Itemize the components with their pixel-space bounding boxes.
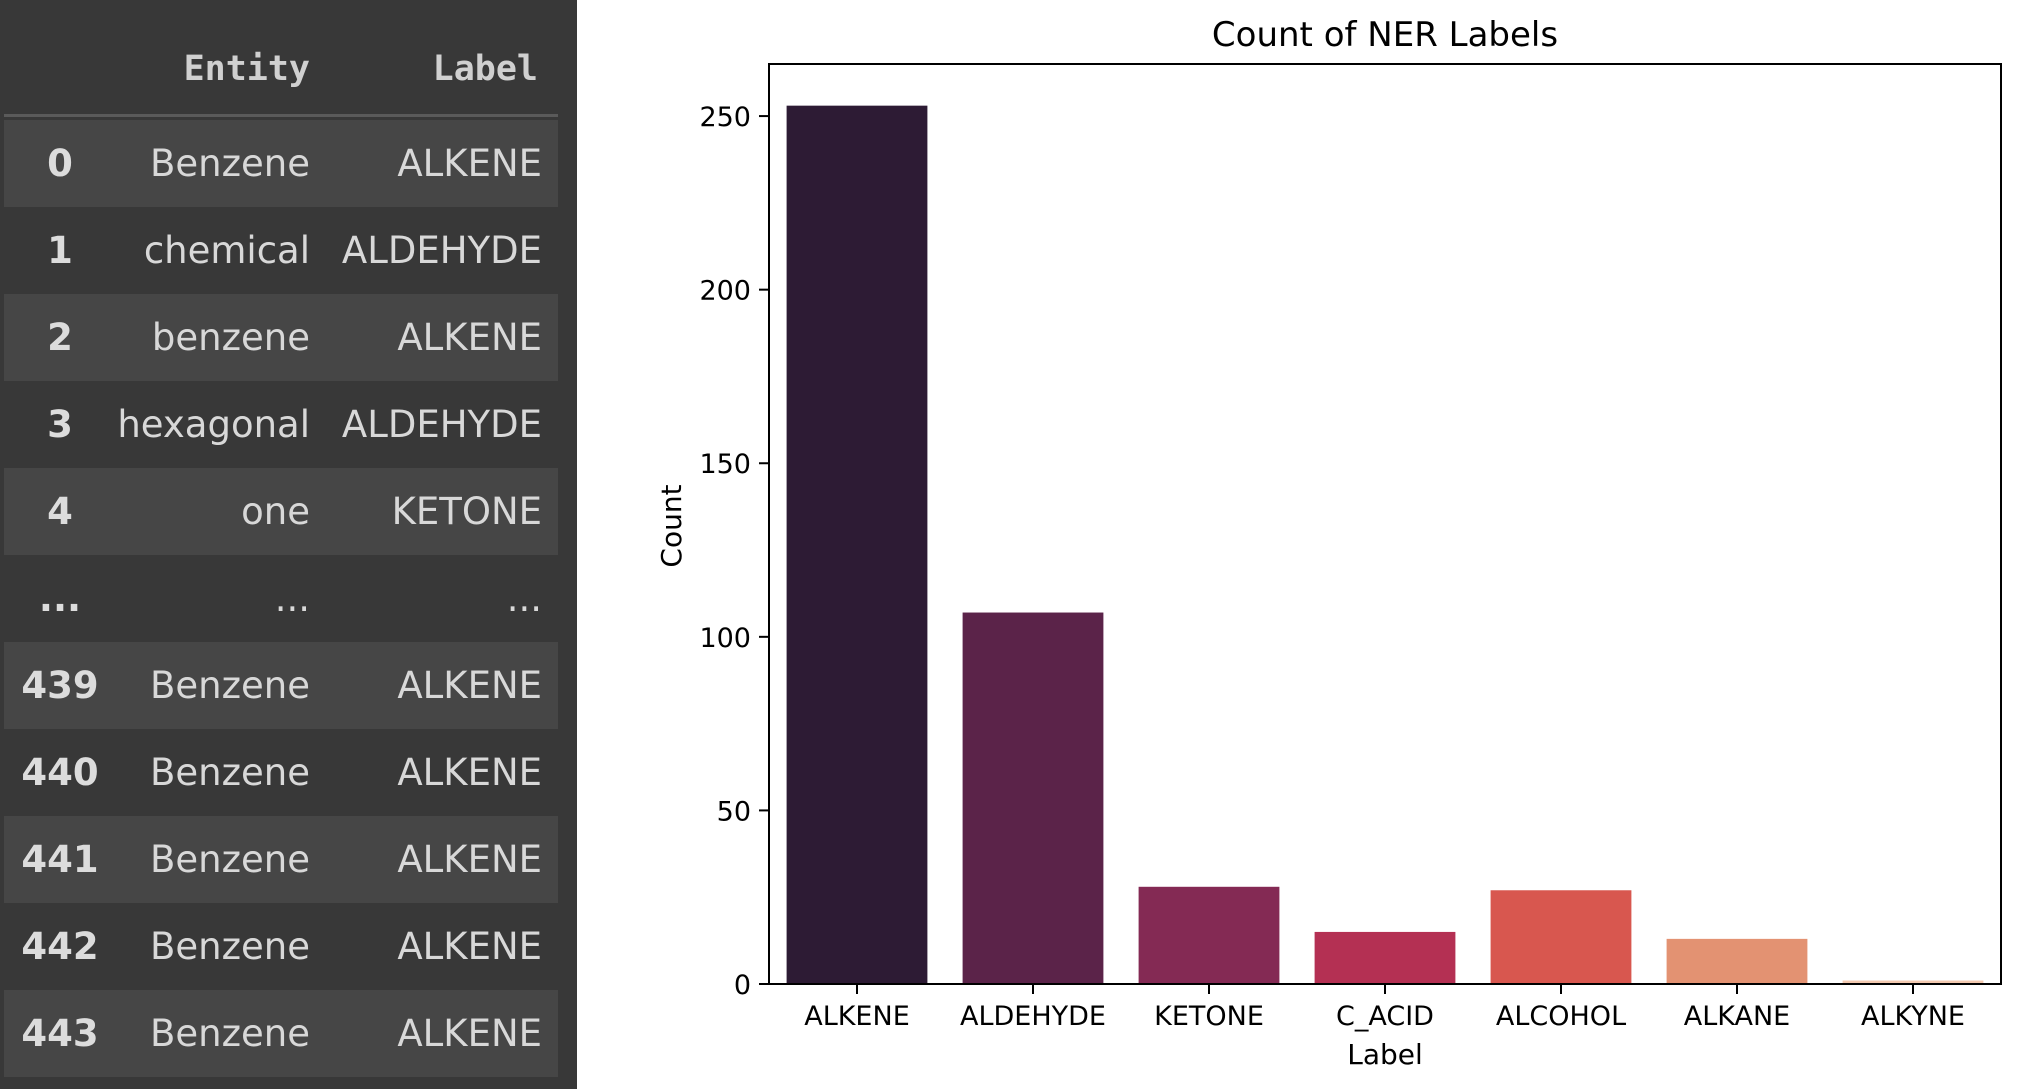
- row-index: 440: [21, 751, 99, 794]
- table-row-ellipsis: ... ... ...: [4, 555, 558, 642]
- entity-cell: Benzene: [150, 664, 310, 707]
- x-tick-label: ALDEHYDE: [960, 1001, 1106, 1032]
- bar-chart-svg: Count of NER Labels Count Label 0 50 100 15…: [655, 15, 2002, 1071]
- table-row: 4 one KETONE: [4, 468, 558, 555]
- label-cell: ALDEHYDE: [341, 403, 542, 446]
- chart-title: Count of NER Labels: [1212, 15, 1558, 55]
- y-tick-label: 0: [734, 970, 751, 1001]
- label-cell: ALKENE: [397, 925, 542, 968]
- bar-ketone: [1138, 886, 1280, 984]
- header-divider: [4, 114, 558, 117]
- label-cell: ALKENE: [397, 316, 542, 359]
- entity-cell: Benzene: [150, 838, 310, 881]
- row-index: 0: [47, 142, 73, 185]
- entity-cell: Benzene: [150, 1012, 310, 1055]
- bar-aldehyde: [962, 612, 1104, 984]
- x-tick-label: ALCOHOL: [1496, 1001, 1626, 1032]
- plot-frame: [768, 63, 2002, 985]
- y-ticks: 0 50 100 150 200 250: [699, 102, 769, 1001]
- label-cell: ...: [506, 577, 542, 620]
- label-cell: ALKENE: [397, 1012, 542, 1055]
- dataframe-output: Entity Label 0 Benzene ALKENE 1 chemical…: [0, 0, 577, 1089]
- x-tick-label: ALKENE: [804, 1001, 910, 1032]
- x-tick-label: ALKYNE: [1861, 1001, 1965, 1032]
- bar-chart: Count of NER Labels Count Label 0 50 100 15…: [577, 0, 2021, 1089]
- column-header-entity: Entity: [183, 49, 310, 89]
- table-row: 441 Benzene ALKENE: [4, 816, 558, 903]
- row-index: 439: [21, 664, 99, 707]
- table-row: 442 Benzene ALKENE: [4, 903, 558, 990]
- table-row: 439 Benzene ALKENE: [4, 642, 558, 729]
- entity-cell: Benzene: [150, 925, 310, 968]
- bar-alkyne: [1842, 980, 1984, 984]
- table-row: 0 Benzene ALKENE: [4, 120, 558, 207]
- row-index: 1: [47, 229, 73, 272]
- x-axis-label: Label: [1347, 1038, 1423, 1071]
- y-tick-label: 200: [699, 276, 751, 307]
- label-cell: ALKENE: [397, 838, 542, 881]
- row-index: ...: [38, 577, 82, 620]
- row-index: 442: [21, 925, 99, 968]
- table-row: 443 Benzene ALKENE: [4, 990, 558, 1077]
- label-cell: KETONE: [391, 490, 542, 533]
- table-row: 1 chemical ALDEHYDE: [4, 207, 558, 294]
- bar-alcohol: [1490, 890, 1632, 984]
- entity-cell: Benzene: [150, 142, 310, 185]
- table-row: 440 Benzene ALKENE: [4, 729, 558, 816]
- entity-cell: hexagonal: [117, 403, 310, 446]
- bar-alkene: [786, 105, 928, 984]
- table-row: 3 hexagonal ALDEHYDE: [4, 381, 558, 468]
- entity-cell: Benzene: [150, 751, 310, 794]
- entity-cell: chemical: [143, 229, 310, 272]
- bars-layer: [786, 105, 1984, 984]
- entity-cell: benzene: [151, 316, 310, 359]
- y-tick-label: 150: [699, 449, 751, 480]
- column-header-label: Label: [432, 49, 538, 89]
- y-axis-label: Count: [655, 484, 688, 567]
- label-cell: ALKENE: [397, 664, 542, 707]
- x-tick-label: ALKANE: [1684, 1001, 1790, 1032]
- label-cell: ALDEHYDE: [341, 229, 542, 272]
- label-cell: ALKENE: [397, 751, 542, 794]
- x-tick-label: KETONE: [1154, 1001, 1264, 1032]
- row-index: 2: [47, 316, 73, 359]
- x-tick-label: C_ACID: [1336, 1001, 1434, 1032]
- bar-c-acid: [1314, 931, 1456, 984]
- y-tick-label: 100: [699, 623, 751, 654]
- x-ticks: ALKENE ALDEHYDE KETONE C_ACID ALCOHOL ALKANE A…: [804, 984, 1965, 1032]
- bar-alkane: [1666, 938, 1808, 984]
- entity-cell: ...: [274, 577, 310, 620]
- entity-cell: one: [241, 490, 310, 533]
- row-index: 443: [21, 1012, 99, 1055]
- table-row: 2 benzene ALKENE: [4, 294, 558, 381]
- row-index: 4: [47, 490, 73, 533]
- row-index: 441: [21, 838, 99, 881]
- row-index: 3: [47, 403, 73, 446]
- y-tick-label: 50: [717, 796, 751, 827]
- y-tick-label: 250: [699, 102, 751, 133]
- label-cell: ALKENE: [397, 142, 542, 185]
